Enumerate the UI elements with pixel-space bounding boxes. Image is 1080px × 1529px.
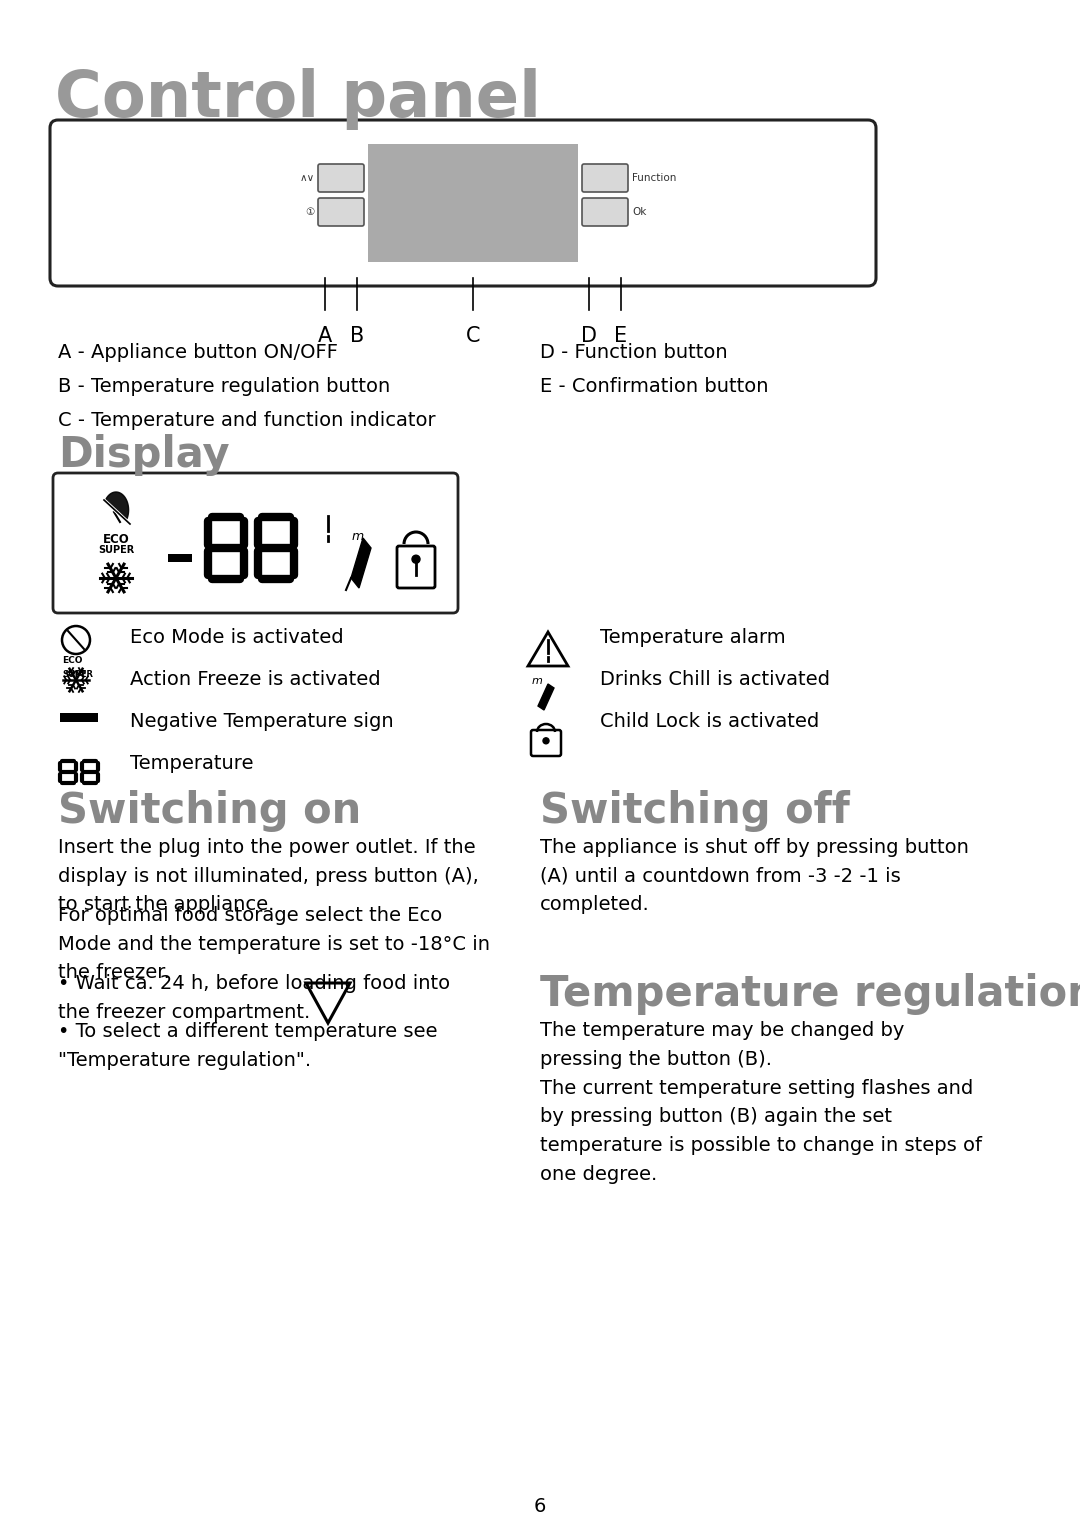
Polygon shape xyxy=(351,538,372,589)
Text: ECO: ECO xyxy=(62,656,82,665)
Text: Temperature: Temperature xyxy=(130,754,254,774)
Circle shape xyxy=(543,739,549,743)
Text: C: C xyxy=(465,326,481,346)
Text: Temperature regulation: Temperature regulation xyxy=(540,972,1080,1015)
Text: SUPER: SUPER xyxy=(62,670,93,679)
Text: Display: Display xyxy=(58,434,230,476)
Text: Eco Mode is activated: Eco Mode is activated xyxy=(130,628,343,647)
Text: ①: ① xyxy=(306,206,315,217)
Bar xyxy=(368,144,578,261)
Text: E - Confirmation button: E - Confirmation button xyxy=(540,378,769,396)
Text: ∧∨: ∧∨ xyxy=(300,173,315,183)
Text: Function: Function xyxy=(632,173,676,183)
Text: SUPER: SUPER xyxy=(98,544,134,555)
Circle shape xyxy=(411,555,420,563)
Text: Switching on: Switching on xyxy=(58,790,361,832)
Text: D: D xyxy=(581,326,597,346)
Text: Action Freeze is activated: Action Freeze is activated xyxy=(130,670,380,690)
FancyBboxPatch shape xyxy=(318,197,364,226)
Bar xyxy=(168,553,192,563)
FancyBboxPatch shape xyxy=(531,729,561,755)
Text: Control panel: Control panel xyxy=(55,67,541,130)
Polygon shape xyxy=(105,492,129,518)
Text: The temperature may be changed by
pressing the button (B).
The current temperatu: The temperature may be changed by pressi… xyxy=(540,1021,982,1183)
FancyBboxPatch shape xyxy=(582,197,627,226)
FancyBboxPatch shape xyxy=(318,164,364,193)
Text: E: E xyxy=(615,326,627,346)
Text: Negative Temperature sign: Negative Temperature sign xyxy=(130,713,393,731)
FancyBboxPatch shape xyxy=(53,472,458,613)
Text: Child Lock is activated: Child Lock is activated xyxy=(600,713,820,731)
Polygon shape xyxy=(538,683,554,709)
Text: D - Function button: D - Function button xyxy=(540,342,728,362)
FancyBboxPatch shape xyxy=(582,164,627,193)
Text: • Wait ca. 24 h, before loading food into
the freezer compartment.: • Wait ca. 24 h, before loading food int… xyxy=(58,974,450,1021)
Text: B - Temperature regulation button: B - Temperature regulation button xyxy=(58,378,390,396)
FancyBboxPatch shape xyxy=(50,119,876,286)
Text: ECO: ECO xyxy=(103,534,130,546)
Bar xyxy=(60,713,98,722)
Text: Ok: Ok xyxy=(632,206,646,217)
Text: Drinks Chill is activated: Drinks Chill is activated xyxy=(600,670,831,690)
Text: The appliance is shut off by pressing button
(A) until a countdown from -3 -2 -1: The appliance is shut off by pressing bu… xyxy=(540,838,969,914)
Text: C - Temperature and function indicator: C - Temperature and function indicator xyxy=(58,411,435,430)
FancyBboxPatch shape xyxy=(397,546,435,589)
Text: 6: 6 xyxy=(534,1497,546,1515)
Text: m: m xyxy=(532,676,543,687)
Text: Insert the plug into the power outlet. If the
display is not illuminated, press : Insert the plug into the power outlet. I… xyxy=(58,838,478,914)
Text: Temperature alarm: Temperature alarm xyxy=(600,628,785,647)
Text: A: A xyxy=(318,326,333,346)
Text: B: B xyxy=(350,326,364,346)
Text: A - Appliance button ON/OFF: A - Appliance button ON/OFF xyxy=(58,342,338,362)
Text: Switching off: Switching off xyxy=(540,790,850,832)
Text: • To select a different temperature see
"Temperature regulation".: • To select a different temperature see … xyxy=(58,1021,437,1070)
Text: m: m xyxy=(352,529,364,543)
Text: For optimal food storage select the Eco
Mode and the temperature is set to -18°C: For optimal food storage select the Eco … xyxy=(58,907,490,983)
